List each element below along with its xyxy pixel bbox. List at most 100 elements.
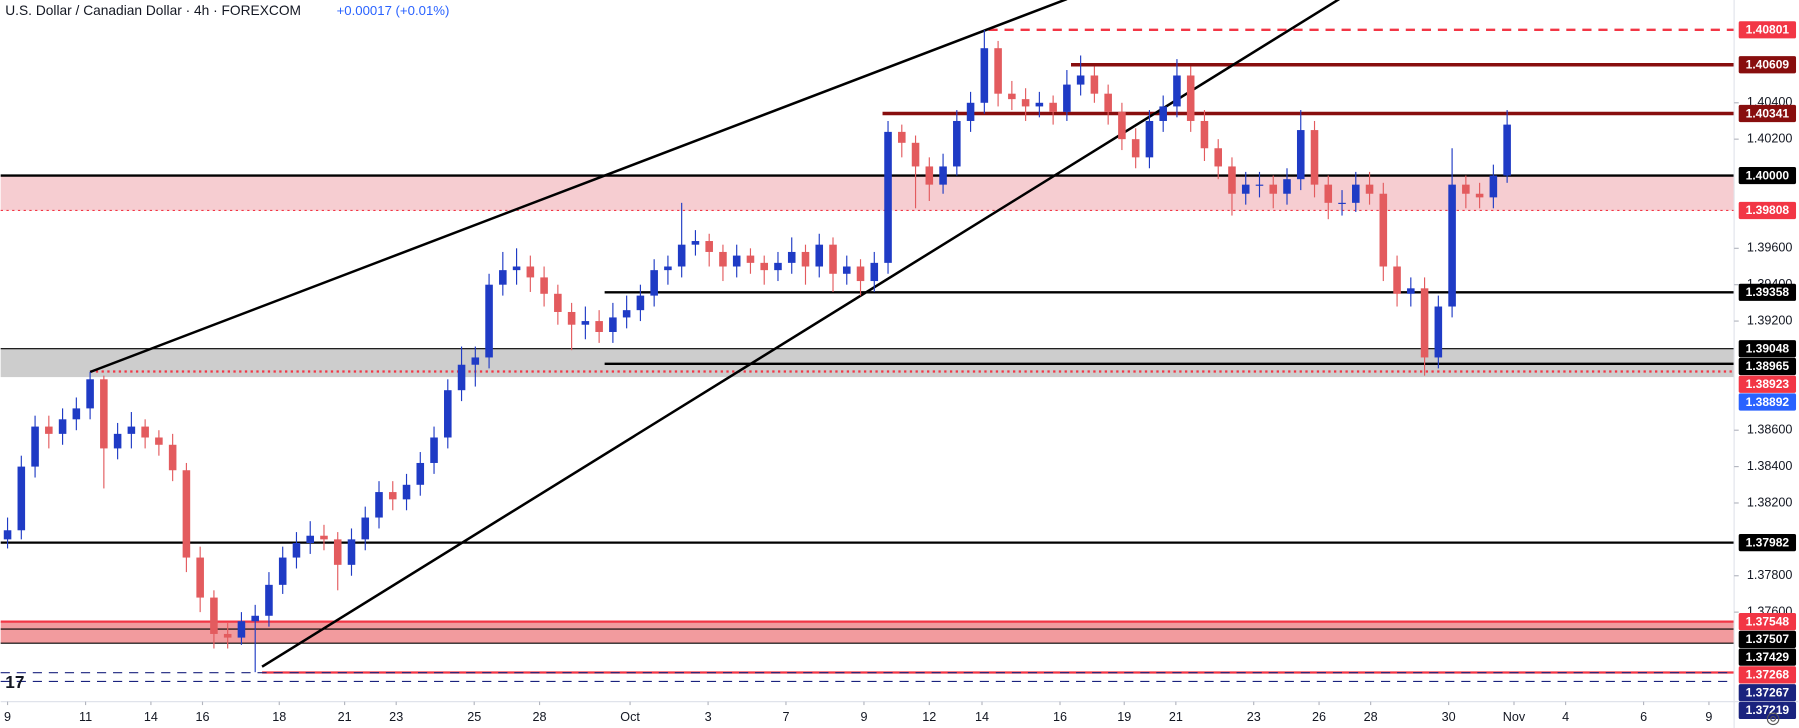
candle-body (86, 379, 94, 409)
x-tick-label: 16 (195, 710, 209, 724)
candle-body (1475, 193, 1484, 198)
candle-body (939, 166, 947, 185)
candle-body (691, 241, 700, 245)
candle-body (1228, 166, 1236, 194)
candle-body (966, 102, 975, 121)
level-label: 1.37268 (1746, 668, 1790, 682)
level-label: 1.40341 (1746, 106, 1790, 120)
level-label: 1.37267 (1746, 685, 1790, 699)
logo: 17 (5, 672, 24, 692)
x-tick-label: 7 (782, 710, 789, 724)
candle-body (485, 284, 493, 358)
candle-body (512, 266, 521, 271)
candle-body (292, 543, 301, 558)
candle-body (994, 48, 1002, 94)
candle-body (925, 166, 934, 185)
candle-body (1145, 120, 1154, 158)
candle-body (787, 251, 796, 263)
candle-body (72, 408, 81, 420)
level-label-bg (1738, 340, 1797, 358)
candle-body (1255, 184, 1264, 186)
candle-body (1283, 179, 1291, 194)
candle-body (746, 255, 755, 263)
candle-body (402, 484, 411, 500)
candle-body (347, 539, 356, 565)
candle-body (155, 437, 163, 445)
candle-body (1131, 139, 1140, 158)
level-label: 1.37429 (1746, 650, 1790, 664)
candle-body (457, 364, 466, 391)
candle-body (1090, 75, 1099, 94)
x-tick-label: 26 (1312, 710, 1326, 724)
x-tick-label: 18 (272, 710, 286, 724)
candle-body (127, 426, 136, 434)
candle-body (237, 621, 246, 638)
level-label-bg (1738, 104, 1797, 123)
x-tick-label: 12 (922, 710, 936, 724)
level-label-bg (1738, 56, 1797, 74)
x-tick-label: 19 (1117, 710, 1131, 724)
candle-body (581, 321, 590, 325)
level-label-bg (1738, 201, 1797, 220)
candle-body (1462, 184, 1470, 194)
candle-body (1159, 106, 1167, 121)
candle-body (1173, 75, 1181, 107)
candle-body (540, 277, 548, 294)
level-label: 1.39048 (1746, 341, 1790, 355)
candle-body (1393, 266, 1401, 294)
plot-area (0, 0, 1735, 683)
axes: 1.404001.402001.396001.394001.392001.386… (4, 21, 1797, 724)
candle-body (58, 419, 67, 434)
x-tick-label: 25 (467, 710, 481, 724)
candle-body (278, 557, 287, 585)
x-tick-label: 4 (1562, 710, 1569, 724)
candle-body (650, 270, 658, 296)
time-axis-bg (0, 701, 1799, 728)
y-tick-label: 1.37800 (1747, 568, 1793, 582)
candle-body (609, 317, 617, 332)
x-tick-label: 11 (79, 710, 92, 724)
candle-body (1365, 184, 1374, 194)
level-label: 1.38965 (1746, 359, 1790, 373)
level-label: 1.37982 (1746, 535, 1790, 549)
level-label: 1.37219 (1746, 703, 1790, 717)
settings-icon[interactable] (1766, 712, 1780, 726)
candle-body (210, 597, 218, 634)
level-label-bg (1738, 166, 1797, 185)
candle-body (815, 244, 824, 267)
candle-body (842, 266, 851, 274)
candle-body (31, 426, 39, 467)
candle-body (664, 266, 672, 271)
candle-body (168, 444, 177, 471)
x-tick-label: 28 (533, 710, 547, 724)
candle-body (1324, 184, 1333, 203)
candle-body (1241, 184, 1250, 194)
level-label-bg (1738, 666, 1797, 684)
candle-body (306, 535, 315, 544)
y-tick-label: 1.39200 (1747, 313, 1793, 327)
candle-body (320, 535, 328, 540)
x-tick-label: 21 (338, 710, 352, 724)
y-tick-label: 1.38400 (1747, 459, 1793, 473)
x-tick-label: 9 (4, 710, 11, 724)
candle-body (1049, 102, 1057, 112)
y-tick-label: 1.38600 (1747, 423, 1793, 437)
x-tick-label: 14 (144, 710, 158, 724)
change: +0.00017 (+0.01%) (337, 3, 450, 18)
candle-body (829, 244, 837, 274)
level-label: 1.40609 (1746, 58, 1790, 72)
candle-body (1296, 130, 1305, 180)
candle-body (361, 517, 370, 540)
candle-body (595, 321, 603, 332)
chart-title: U.S. Dollar / Canadian Dollar · 4h · FOR… (5, 3, 301, 18)
candle-body (1434, 306, 1443, 358)
candle-body (1118, 111, 1126, 140)
x-tick-label: 16 (1053, 710, 1067, 724)
level-label-bg (1738, 684, 1797, 702)
candle-body (1407, 288, 1415, 294)
zone (0, 175, 1735, 211)
level-label: 1.40801 (1746, 23, 1790, 37)
candle-body (1448, 184, 1456, 307)
